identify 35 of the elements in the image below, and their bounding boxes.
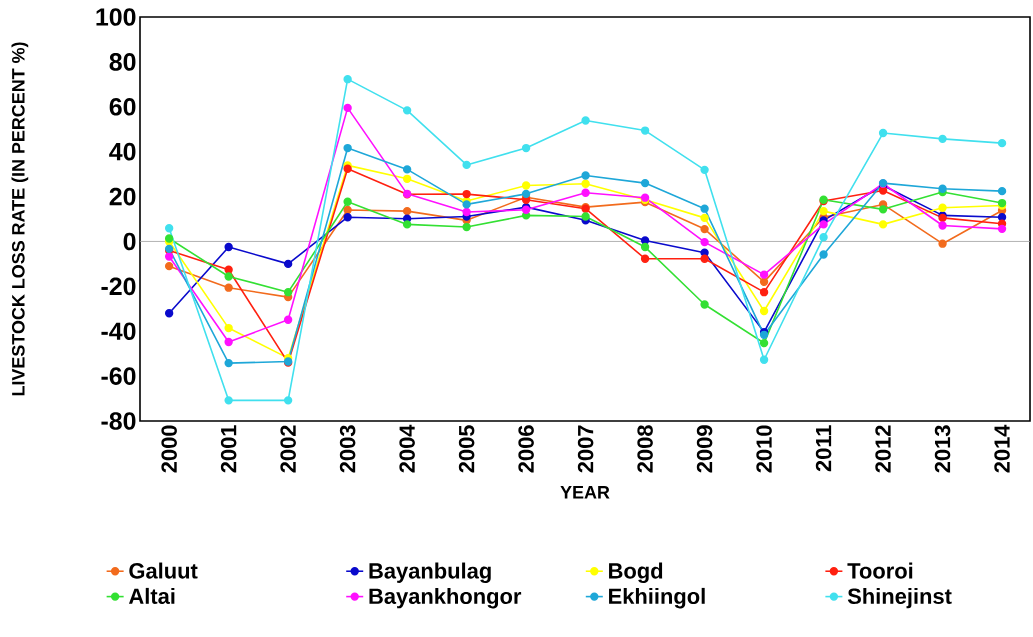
legend-label: Bogd: [609, 562, 663, 584]
x-tick-label: 2004: [399, 424, 415, 473]
legend-label: Bayankhongor: [369, 587, 522, 609]
x-tick-label: 2000: [161, 425, 177, 473]
y-tick-label: 80: [109, 53, 136, 71]
x-tick-label: 2002: [280, 425, 296, 473]
x-tick-label: 2005: [458, 425, 475, 473]
y-axis-title: LIVESTOCK LOSS RATE (IN PERCENT %): [11, 42, 29, 396]
x-tick-label: 2003: [339, 425, 356, 473]
y-tick-label: 40: [109, 142, 136, 161]
legend-label: Shinejinst: [847, 587, 952, 609]
y-tick-label: 0: [123, 232, 136, 251]
y-tick-label: -80: [101, 412, 136, 430]
legend-label: Altai: [128, 587, 175, 605]
x-tick-label: 2014: [994, 424, 1010, 473]
x-tick-label: 2007: [577, 425, 594, 473]
x-tick-label: 2012: [875, 425, 891, 473]
legend-label: Bayanbulag: [369, 562, 491, 584]
y-tick-label: -20: [101, 277, 136, 296]
legend-label: Galuut: [129, 562, 198, 579]
x-tick-label: 2011: [815, 425, 832, 472]
y-tick-label: -60: [101, 367, 136, 385]
x-tick-label: 2010: [756, 425, 772, 473]
y-tick-label: 20: [109, 187, 136, 206]
x-tick-label: 2013: [934, 425, 951, 473]
y-tick-label: 60: [109, 97, 136, 116]
x-tick-label: 2008: [637, 425, 653, 473]
y-tick-label: 100: [96, 8, 136, 26]
legend-label: Ekhiingol: [609, 587, 705, 609]
x-tick-label: 2009: [696, 425, 713, 473]
legend-label: Tooroi: [847, 562, 913, 579]
y-tick-label: -40: [101, 322, 136, 341]
x-axis-title: YEAR: [560, 486, 610, 499]
x-tick-label: 2001: [220, 425, 237, 473]
x-tick-label: 2006: [518, 425, 534, 473]
